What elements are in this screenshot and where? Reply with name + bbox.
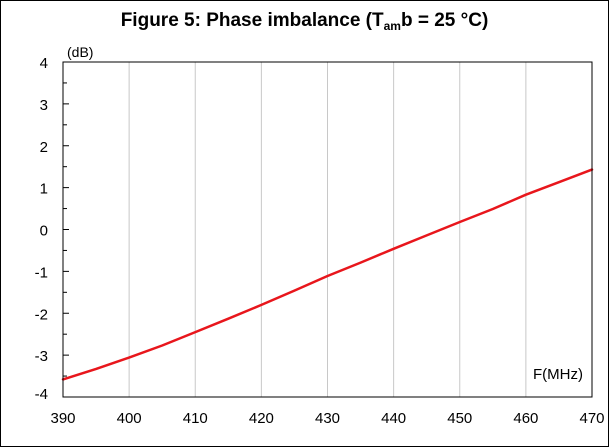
- chart-title: Figure 5: Phase imbalance (Tamb = 25 °C): [1, 1, 608, 41]
- x-axis-label: F(MHz): [533, 366, 583, 383]
- chart-title-main: Figure 5: Phase imbalance (T: [120, 10, 384, 31]
- x-tick-label: 460: [513, 410, 538, 427]
- y-tick-label: -4: [35, 386, 48, 403]
- x-tick-label: 420: [249, 410, 274, 427]
- x-tick-labels: 390 400 410 420 430 440 450 460 470: [50, 410, 604, 427]
- plot-area-border: [62, 61, 593, 398]
- y-tick-marks: [63, 61, 69, 398]
- y-tick-label: -1: [35, 264, 48, 281]
- x-tick-label: 410: [183, 410, 208, 427]
- y-tick-label: 2: [40, 139, 48, 156]
- y-tick-label: 0: [40, 223, 48, 240]
- x-tick-label: 470: [579, 410, 604, 427]
- y-tick-label: 3: [40, 97, 48, 114]
- series-line: [61, 168, 594, 381]
- y-tick-label: -3: [35, 348, 48, 365]
- x-tick-label: 390: [50, 410, 75, 427]
- grid-lines: [128, 62, 527, 397]
- chart-title-subscript: am: [383, 19, 401, 33]
- chart-title-rest: b = 25 °C): [400, 10, 489, 31]
- x-tick-label: 400: [117, 410, 142, 427]
- x-tick-label: 450: [447, 410, 472, 427]
- x-tick-label: 430: [315, 410, 340, 427]
- y-axis-label: (dB): [67, 44, 93, 60]
- series-group: [61, 168, 594, 381]
- y-tick-label: -2: [35, 306, 48, 323]
- y-tick-label: 1: [40, 181, 48, 198]
- x-tick-label: 440: [381, 410, 406, 427]
- y-tick-label: 4: [40, 55, 48, 72]
- y-tick-labels: -4 -3 -2 -1 0 1 2 3 4: [35, 55, 48, 403]
